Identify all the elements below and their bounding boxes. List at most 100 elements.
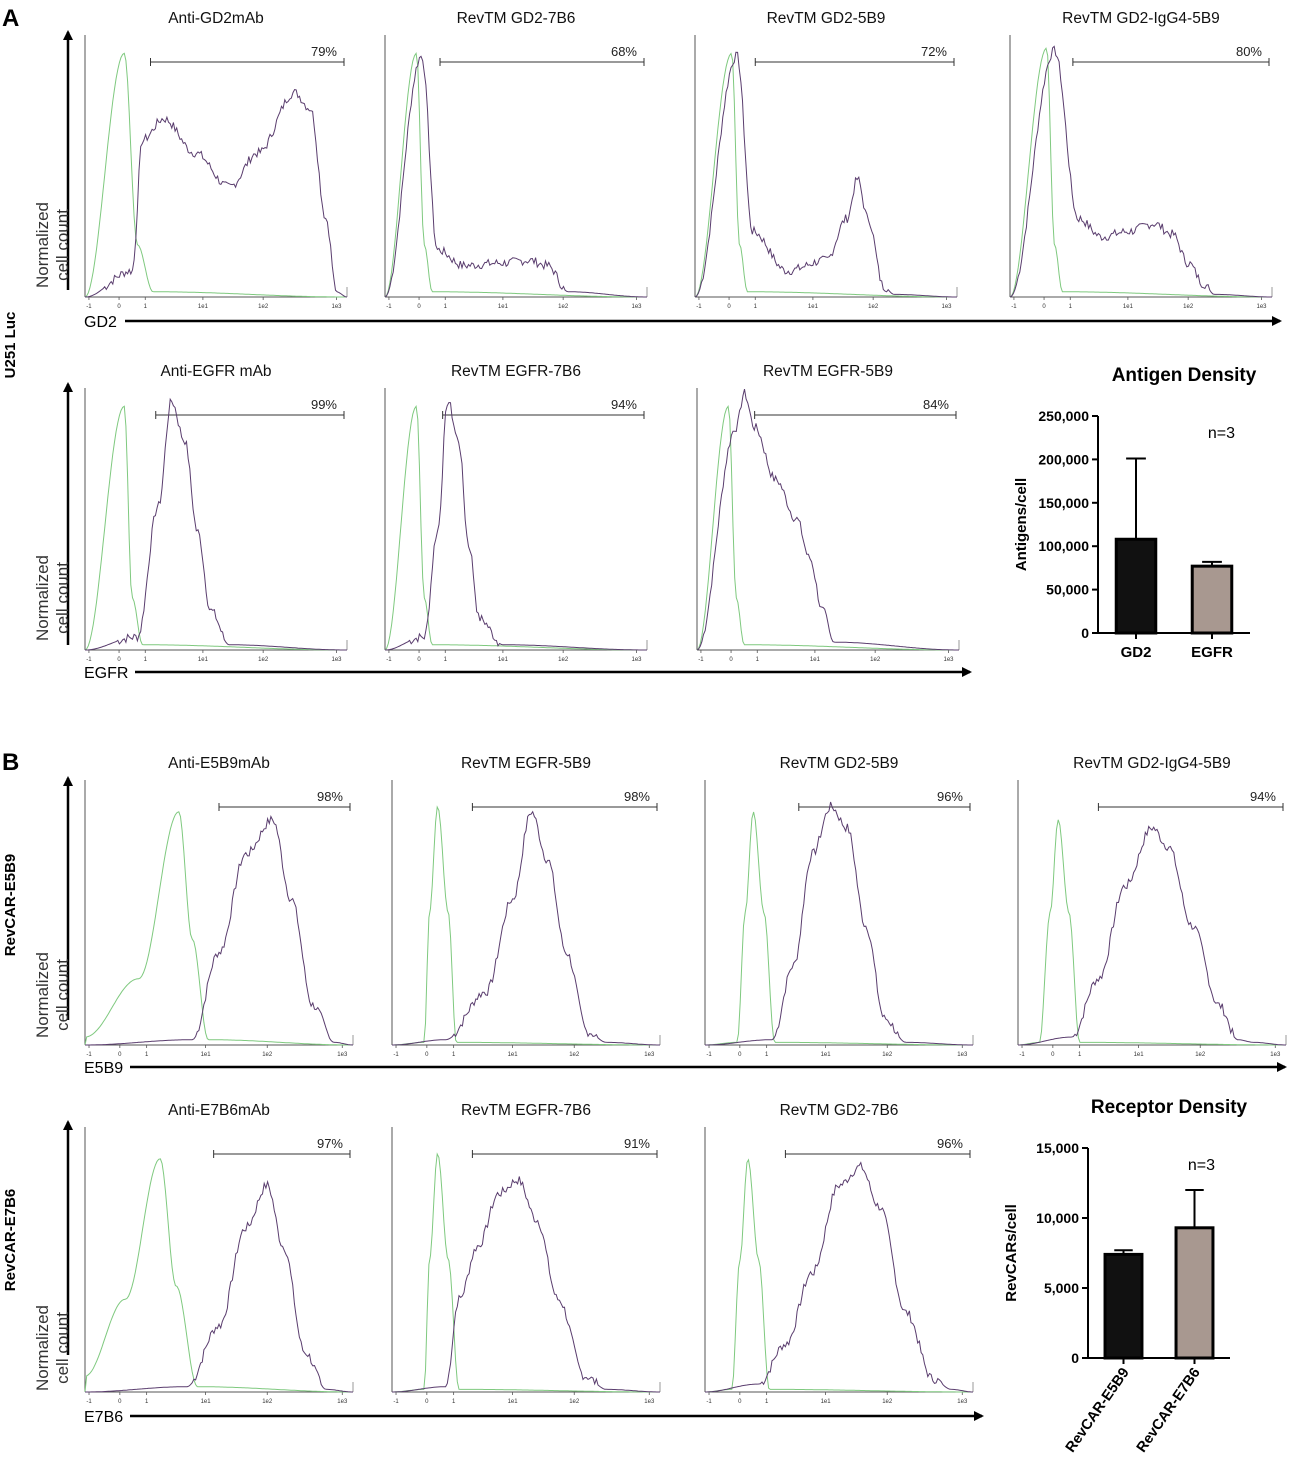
n-annotation: n=3 (1188, 1157, 1215, 1174)
tick-label: 1 (765, 1052, 769, 1058)
tick-label: -1 (1019, 1052, 1025, 1058)
antigen-density-chart: Antigen Density n=3 0 50,000 100,000 150,000 2… (1013, 365, 1257, 661)
y-label-b2-line1: Normalized (33, 1305, 52, 1391)
tick-label: 1e3 (957, 1399, 968, 1405)
histogram-plot: -1 0 1 1e1 1e2 1e3 RevTM EGFR-5B9 84% (696, 363, 960, 663)
sample-curve (392, 810, 660, 1046)
bar-egfr (1190, 564, 1234, 635)
tick-label: 1e1 (1123, 304, 1134, 310)
tick-label: -1 (86, 304, 92, 310)
tick-label: 0 (425, 1399, 429, 1405)
row-b2-xaxis: E7B6 (84, 1409, 984, 1426)
tick-label: 1e3 (1257, 304, 1268, 310)
sample-curve (694, 51, 957, 298)
tick-label: 1e3 (942, 304, 953, 310)
tick-label: 1e1 (821, 1399, 832, 1405)
sample-curve (705, 801, 973, 1046)
tick-label: -1 (86, 657, 92, 663)
tick-label: 1e2 (868, 304, 879, 310)
x-label-gd2: GD2 (84, 314, 117, 331)
sample-curve (1009, 45, 1272, 298)
plot-title: RevTM GD2-IgG4-5B9 (1073, 755, 1231, 772)
histogram-plot: -1 0 1 1e1 1e2 1e3 RevTM GD2-IgG4-5B9 94% (1017, 755, 1287, 1058)
sample-curve (384, 401, 647, 651)
tick-label: 1e1 (1134, 1052, 1145, 1058)
bar-y-tick-label: 250,000 (1038, 408, 1089, 424)
bar-y-tick-label: 0 (1081, 625, 1089, 641)
tick-label: 0 (729, 657, 733, 663)
bar-y-tick-label: 5,000 (1044, 1280, 1079, 1296)
tick-label: 0 (417, 657, 421, 663)
y-label-b2-line2: cell count (53, 1312, 72, 1384)
tick-label: 1e1 (810, 657, 821, 663)
gate-percent: 80% (1236, 44, 1262, 59)
tick-label: 1e3 (644, 1399, 655, 1405)
tick-label: -1 (698, 657, 704, 663)
gate-percent: 68% (611, 44, 637, 59)
x-label-egfr: EGFR (84, 665, 128, 682)
row-b1-xaxis: E5B9 (84, 1060, 1287, 1077)
control-curve (1018, 819, 1286, 1046)
side-label-u251: U251 Luc (2, 312, 19, 379)
control-curve (694, 52, 957, 298)
tick-label: -1 (386, 304, 392, 310)
bar-y-tick-label: 50,000 (1046, 582, 1089, 598)
tick-label: -1 (393, 1052, 399, 1058)
bar-chart-title: Receptor Density (1091, 1097, 1248, 1118)
plot-title: RevTM GD2-7B6 (457, 10, 576, 27)
tick-label: 1e3 (644, 1052, 655, 1058)
tick-label: 1 (756, 657, 760, 663)
tick-label: 0 (1051, 1052, 1055, 1058)
control-curve (84, 52, 347, 298)
x-label-e5b9: E5B9 (84, 1060, 123, 1077)
tick-label: 0 (425, 1052, 429, 1058)
plot-title: RevTM GD2-IgG4-5B9 (1062, 10, 1220, 27)
control-curve (705, 1158, 973, 1393)
sample-curve (384, 55, 647, 298)
y-label-a2-line1: Normalized (33, 555, 52, 641)
gate-percent: 79% (311, 44, 337, 59)
gate-percent: 98% (624, 789, 650, 804)
tick-label: 1e2 (558, 304, 569, 310)
plot-title: Anti-E7B6mAb (168, 1102, 270, 1119)
tick-label: 0 (118, 1052, 122, 1058)
tick-label: 1 (144, 304, 148, 310)
tick-label: 1e1 (508, 1399, 519, 1405)
gate-percent: 84% (923, 397, 949, 412)
tick-label: -1 (386, 657, 392, 663)
y-label-a1-line2: cell count (53, 209, 72, 281)
row-a2-xaxis: EGFR (84, 665, 972, 682)
gate-percent: 96% (937, 789, 963, 804)
control-curve (84, 405, 347, 651)
control-curve (392, 805, 660, 1046)
tick-label: 1 (765, 1399, 769, 1405)
plot-title: RevTM EGFR-7B6 (451, 363, 581, 380)
y-label-a1-line1: Normalized (33, 202, 52, 288)
tick-label: 1e3 (337, 1399, 348, 1405)
tick-label: 1e2 (882, 1399, 893, 1405)
bar-chart-title: Antigen Density (1112, 365, 1257, 386)
tick-label: 1 (1078, 1052, 1082, 1058)
histogram-plot: -1 0 1 1e1 1e2 1e3 Anti-EGFR mAb 99% (84, 363, 348, 663)
tick-label: 1 (145, 1399, 149, 1405)
tick-label: 1e2 (258, 304, 269, 310)
control-curve (696, 405, 959, 651)
tick-label: 1e3 (332, 657, 343, 663)
tick-label: 1e2 (258, 657, 269, 663)
tick-label: 1 (754, 304, 758, 310)
panel-letter-a: A (2, 5, 19, 32)
plot-title: RevTM GD2-5B9 (780, 755, 899, 772)
y-label-a2-line2: cell count (53, 562, 72, 634)
panel-letter-b: B (2, 749, 19, 776)
tick-label: -1 (1011, 304, 1017, 310)
tick-label: -1 (86, 1399, 92, 1405)
histogram-plot: -1 0 1 1e1 1e2 1e3 RevTM GD2-5B9 72% (694, 10, 958, 310)
tick-label: -1 (393, 1399, 399, 1405)
sample-curve (705, 1161, 973, 1393)
bar-y-tick-label: 0 (1071, 1350, 1079, 1366)
tick-label: 1 (444, 304, 448, 310)
plot-title: RevTM EGFR-5B9 (763, 363, 893, 380)
tick-label: 1 (452, 1399, 456, 1405)
bar-x-label: RevCAR-E5B9 (1063, 1365, 1133, 1455)
